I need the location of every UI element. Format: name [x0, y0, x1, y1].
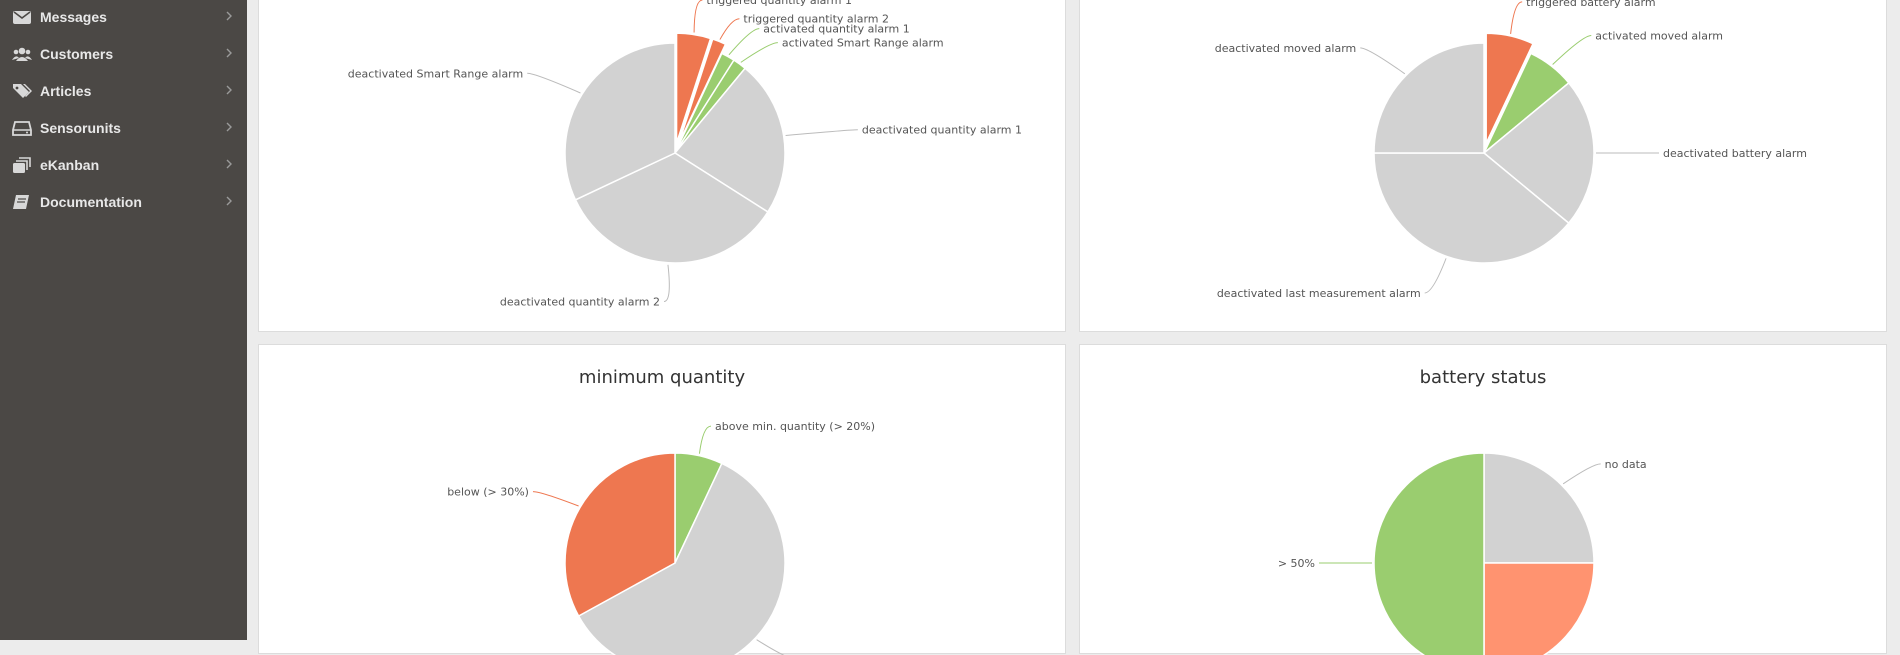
label-connector	[1360, 47, 1406, 75]
pie-slice-deactivated-quantity-alarm-1[interactable]	[673, 67, 786, 213]
sidebar-item-label: Messages	[40, 9, 107, 25]
sidebar-item-ekanban[interactable]: eKanban	[0, 148, 247, 185]
label-connector	[693, 0, 703, 33]
sidebar-item-customers[interactable]: Customers	[0, 37, 247, 74]
pie-label-50: > 50%	[1278, 557, 1315, 570]
minimum-quantity-pie-chart: above min. quantity (> 20%)no min. quant…	[447, 420, 943, 655]
sidebar: Messages Customers Articles Sensorunits …	[0, 0, 247, 640]
page-scrollbar-track[interactable]	[1888, 0, 1900, 640]
sidebar-item-label: eKanban	[40, 157, 100, 173]
pie-slice-deactivated-last-measurement-alarm[interactable]	[1373, 152, 1570, 264]
label-connector	[756, 639, 785, 655]
pie-slice-deactivated-battery-alarm[interactable]	[1482, 81, 1595, 225]
pie-label-no-data: no data	[1605, 458, 1647, 471]
hdd-icon	[12, 121, 32, 136]
users-icon	[12, 47, 32, 61]
pie-label-triggered-battery-alarm: triggered battery alarm	[1526, 0, 1655, 9]
pie-slice-triggered-battery-alarm[interactable]	[1485, 32, 1535, 144]
chevron-right-icon	[226, 85, 232, 95]
pie-label-activated-moved-alarm: activated moved alarm	[1595, 29, 1723, 42]
battery-status-chart-panel: battery status no data > 50%	[1079, 344, 1887, 655]
book-icon	[13, 195, 29, 209]
pie-label-activated-smart-range-alarm: activated Smart Range alarm	[782, 37, 944, 50]
minimum-quantity-chart-panel: minimum quantity above min. quantity (> …	[258, 344, 1066, 655]
label-connector	[1552, 34, 1592, 65]
sensor-alarms-chart-panel: triggered battery alarm activated moved a…	[1079, 0, 1887, 332]
pie-label-activated-quantity-alarm-1: activated quantity alarm 1	[763, 23, 909, 36]
pie-label-triggered-quantity-alarm-1: triggered quantity alarm 1	[706, 0, 852, 7]
pie-slice-deactivated-quantity-alarm-2[interactable]	[574, 152, 769, 264]
pie-slice-no-min-quantity-specified[interactable]	[577, 462, 786, 655]
pie-label-below-30: below (> 30%)	[447, 486, 529, 499]
label-connector	[719, 18, 740, 40]
sidebar-item-label: Documentation	[40, 194, 142, 210]
pie-slice-no-data[interactable]	[1483, 452, 1595, 564]
pie-label-deactivated-quantity-alarm-1: deactivated quantity alarm 1	[862, 124, 1022, 137]
chart-title: minimum quantity	[578, 367, 746, 388]
pie-slice-slice-1[interactable]	[1483, 562, 1595, 655]
label-connector	[527, 72, 581, 94]
chart-title: battery status	[1419, 367, 1547, 388]
pie-slice-triggered-quantity-alarm-1[interactable]	[675, 32, 712, 144]
sensor-alarms-pie-chart: triggered battery alarm activated moved a…	[1215, 0, 1807, 300]
sidebar-item-label: Customers	[40, 46, 114, 62]
label-connector	[1424, 258, 1447, 294]
chevron-right-icon	[226, 122, 232, 132]
pie-label-triggered-quantity-alarm-2: triggered quantity alarm 2	[743, 13, 889, 26]
pie-label-deactivated-quantity-alarm-2: deactivated quantity alarm 2	[500, 295, 660, 308]
chevron-right-icon	[226, 11, 232, 21]
sidebar-item-documentation[interactable]: Documentation	[0, 185, 247, 222]
sidebar-item-articles[interactable]: Articles	[0, 74, 247, 111]
label-connector	[740, 42, 778, 63]
chevron-right-icon	[226, 196, 232, 206]
label-connector	[532, 491, 579, 507]
quantity-alarms-pie-chart: triggered quantity alarm 1 triggered quan…	[348, 0, 1022, 308]
stack-icon	[13, 157, 31, 173]
label-connector	[785, 129, 858, 136]
pie-slice-50[interactable]	[1373, 452, 1485, 655]
pie-slice-deactivated-smart-range-alarm[interactable]	[564, 42, 676, 201]
pie-slice-below-30[interactable]	[564, 452, 676, 618]
battery-status-pie-chart: no data > 50%	[1278, 452, 1647, 655]
sidebar-item-label: Sensorunits	[40, 120, 121, 136]
dashboard-content: triggered quantity alarm 1 triggered quan…	[247, 0, 1900, 655]
envelope-icon	[13, 11, 31, 24]
pie-label-deactivated-moved-alarm: deactivated moved alarm	[1215, 42, 1357, 55]
pie-label-deactivated-battery-alarm: deactivated battery alarm	[1663, 147, 1807, 160]
pie-label-deactivated-smart-range-alarm: deactivated Smart Range alarm	[348, 67, 523, 80]
pie-label-above-min-quantity-20: above min. quantity (> 20%)	[715, 420, 875, 433]
label-connector	[663, 264, 670, 302]
sidebar-item-label: Articles	[40, 83, 92, 99]
pie-label-deactivated-last-measurement-alarm: deactivated last measurement alarm	[1217, 287, 1421, 300]
label-connector	[1510, 1, 1523, 34]
quantity-alarms-chart-panel: triggered quantity alarm 1 triggered quan…	[258, 0, 1066, 332]
sidebar-item-sensorunits[interactable]: Sensorunits	[0, 111, 247, 148]
tags-icon	[13, 84, 32, 98]
pie-slice-triggered-quantity-alarm-2[interactable]	[677, 38, 727, 145]
chevron-right-icon	[226, 48, 232, 58]
label-connector	[728, 28, 760, 56]
label-connector	[698, 425, 712, 454]
pie-slice-deactivated-moved-alarm[interactable]	[1373, 42, 1485, 154]
label-connector	[1562, 463, 1601, 485]
chevron-right-icon	[226, 159, 232, 169]
sidebar-item-messages[interactable]: Messages	[0, 0, 247, 37]
